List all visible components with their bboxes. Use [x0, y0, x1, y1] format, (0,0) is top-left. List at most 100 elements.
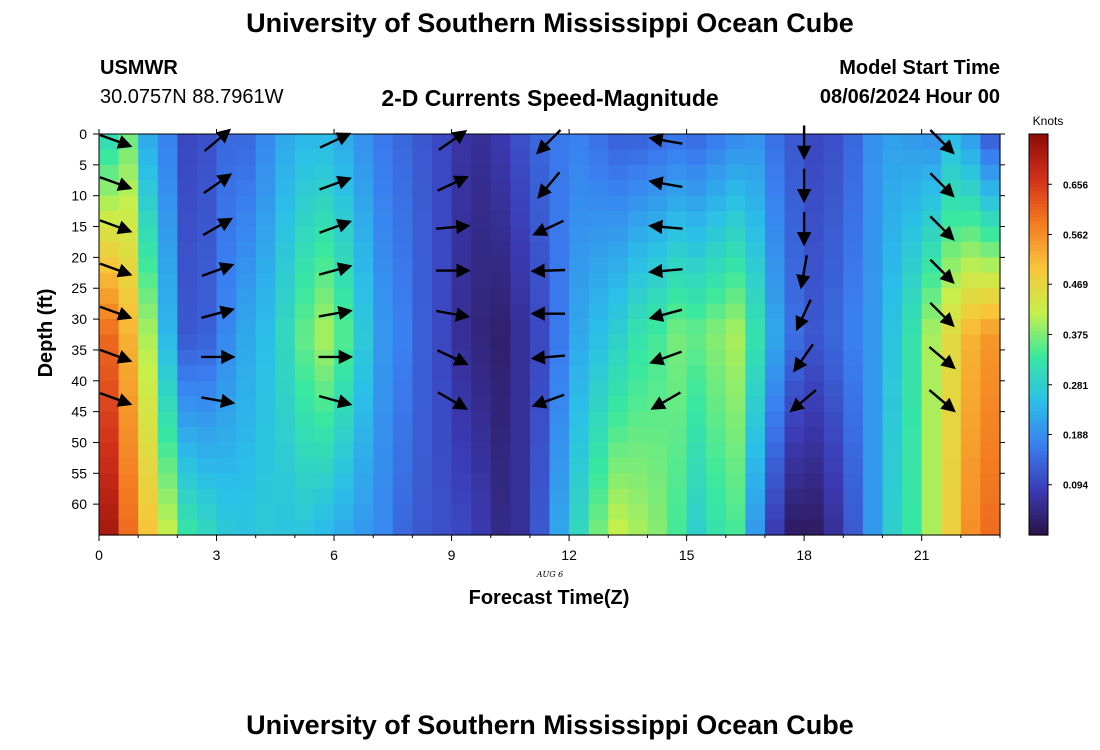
heat-cell — [960, 427, 982, 444]
heat-cell — [529, 488, 551, 505]
heat-cell — [138, 319, 159, 336]
colorbar-swatch — [1029, 217, 1048, 222]
colorbar-swatch — [1029, 484, 1048, 489]
colorbar-tick-label: 0.281 — [1063, 381, 1088, 392]
heat-cell — [902, 488, 923, 505]
heat-cell — [334, 504, 355, 521]
heat-cell — [882, 488, 903, 505]
heat-cell — [510, 457, 531, 474]
heat-cell — [353, 488, 374, 505]
heat-cell — [392, 195, 413, 212]
heat-cell — [627, 164, 649, 181]
heat-cell — [216, 427, 237, 444]
heat-cell — [334, 241, 355, 258]
heat-cell — [647, 427, 668, 444]
heat-cell — [960, 519, 982, 536]
heat-cell — [138, 303, 159, 320]
heat-cell — [725, 380, 746, 397]
heat-cell — [608, 411, 629, 428]
heat-cell — [236, 457, 257, 474]
heat-cell — [941, 164, 962, 181]
heat-cell — [569, 334, 590, 351]
heat-cell — [823, 504, 844, 521]
heat-cell — [177, 257, 198, 274]
heat-cell — [412, 241, 433, 258]
heat-cell — [275, 457, 296, 474]
heat-cell — [804, 319, 825, 336]
heat-cell — [334, 427, 355, 444]
heat-cell — [177, 272, 198, 289]
heat-cell — [667, 411, 688, 428]
heat-cell — [627, 288, 649, 305]
heat-cell — [706, 457, 727, 474]
heat-cell — [471, 272, 492, 289]
heat-cell — [569, 134, 590, 151]
heat-cell — [373, 226, 394, 243]
colorbar-swatch — [1029, 431, 1048, 436]
heat-cell — [823, 288, 844, 305]
heat-cell — [667, 442, 688, 459]
heat-cell — [745, 442, 766, 459]
heat-cell — [588, 288, 609, 305]
heat-cell — [784, 211, 805, 228]
heat-cell — [921, 442, 942, 459]
heat-cell — [823, 195, 844, 212]
heat-cell — [667, 288, 688, 305]
heat-cell — [627, 149, 649, 166]
heat-cell — [177, 149, 198, 166]
heat-cell — [99, 195, 120, 212]
heat-cell — [647, 134, 668, 151]
heat-cell — [275, 241, 296, 258]
heat-cell — [392, 180, 413, 197]
heat-cell — [941, 365, 962, 382]
heat-cell — [960, 457, 982, 474]
heat-cell — [216, 519, 237, 536]
heat-cell — [471, 241, 492, 258]
heat-cell — [647, 241, 668, 258]
heat-cell — [412, 195, 433, 212]
heat-cell — [588, 457, 609, 474]
heat-cell — [471, 334, 492, 351]
heat-cell — [921, 241, 942, 258]
heat-cell — [510, 442, 531, 459]
heat-cell — [706, 149, 727, 166]
colorbar-swatch — [1029, 214, 1048, 219]
heat-cell — [314, 334, 335, 351]
heat-cell — [882, 180, 903, 197]
colorbar-swatch — [1029, 260, 1048, 265]
heat-cell — [99, 519, 120, 536]
heat-cell — [725, 257, 746, 274]
current-vector-arrow — [796, 255, 811, 290]
heat-cell — [99, 180, 120, 197]
current-vector-arrow — [649, 350, 683, 366]
heat-cell — [471, 134, 492, 151]
heat-cell — [99, 272, 120, 289]
heat-cell — [510, 380, 531, 397]
colorbar-swatch — [1029, 337, 1048, 342]
colorbar-tick-label: 0.094 — [1063, 481, 1088, 492]
heat-cell — [960, 272, 982, 289]
heat-cell — [275, 303, 296, 320]
heat-cell — [177, 288, 198, 305]
heat-cell — [314, 272, 335, 289]
heat-cell — [275, 195, 296, 212]
heat-cell — [902, 319, 923, 336]
heat-cell — [275, 272, 296, 289]
heat-cell — [177, 334, 198, 351]
heat-cell — [294, 134, 316, 151]
heat-cell — [451, 134, 472, 151]
colorbar-tick-label: 0.656 — [1063, 180, 1088, 191]
heat-cell — [569, 303, 590, 320]
heat-cell — [686, 334, 707, 351]
heat-cell — [882, 134, 903, 151]
colorbar-swatch — [1029, 317, 1048, 322]
heat-cell — [549, 519, 570, 536]
heat-cell — [608, 134, 629, 151]
heat-cell — [216, 411, 237, 428]
y-tick-label: 20 — [71, 249, 87, 265]
heat-cell — [921, 457, 942, 474]
heat-cell — [177, 134, 198, 151]
heat-cell — [471, 427, 492, 444]
heat-cell — [118, 149, 139, 166]
heat-cell — [843, 365, 864, 382]
